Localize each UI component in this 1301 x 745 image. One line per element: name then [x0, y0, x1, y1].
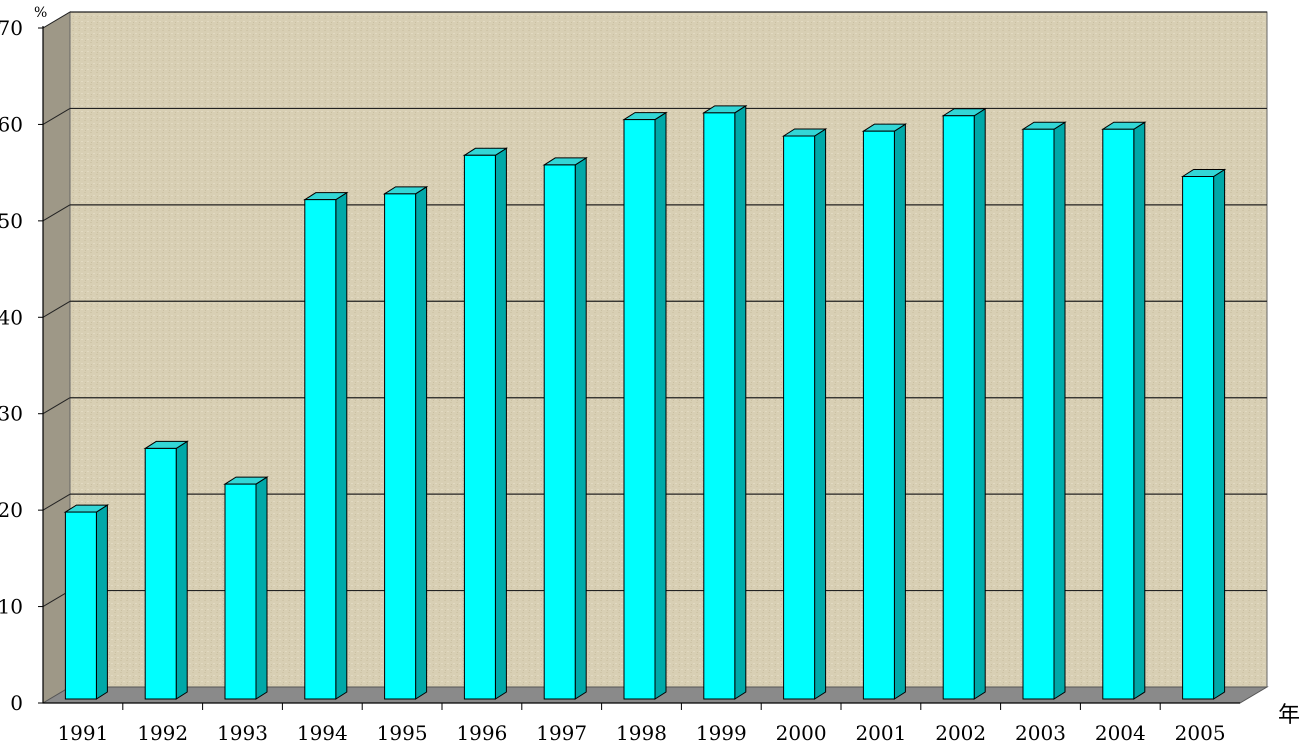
bar-front	[623, 119, 656, 700]
bar-front	[1182, 176, 1215, 700]
bar-front	[144, 447, 177, 700]
y-tick-label: 70	[0, 16, 23, 40]
gridlines	[42, 11, 1267, 608]
bar	[941, 107, 987, 700]
bar-side	[973, 107, 986, 700]
gridline-side	[42, 107, 71, 125]
bar-front	[543, 164, 576, 700]
bar	[861, 123, 908, 700]
bar	[702, 104, 748, 700]
bar	[303, 191, 349, 700]
x-tick-label: 2005	[1175, 721, 1226, 741]
y-tick-label: 0	[10, 691, 23, 715]
gridline-side	[42, 493, 71, 511]
bar-side	[574, 157, 587, 700]
bar-front	[224, 483, 257, 700]
bar-front	[463, 154, 496, 700]
bar	[462, 147, 509, 700]
x-axis-label: 年	[1278, 703, 1300, 728]
bar-front	[703, 112, 736, 700]
bar	[1180, 168, 1227, 700]
gridline-side	[42, 300, 71, 318]
bar-front	[64, 511, 97, 700]
bar-side	[1053, 121, 1066, 700]
bar	[781, 128, 828, 700]
bars	[63, 104, 1227, 700]
bar-side	[1213, 168, 1226, 700]
x-tick-label: 1992	[137, 721, 188, 741]
y-tick-label: 30	[0, 402, 23, 426]
x-tick-label: 1993	[217, 721, 268, 741]
bar-side	[415, 185, 428, 700]
x-tick-label: 2003	[1015, 721, 1066, 741]
x-tick-label: 1997	[536, 721, 587, 741]
bar-side	[814, 128, 827, 700]
bar	[143, 440, 189, 700]
bar-front	[304, 199, 337, 700]
back-wall	[69, 11, 1268, 688]
bar-side	[255, 476, 268, 700]
bar	[1101, 121, 1147, 700]
axes	[38, 26, 1240, 710]
bar-front	[942, 115, 975, 700]
y-tick-label: 40	[0, 305, 23, 329]
y-tick-label: 60	[0, 112, 23, 136]
bar	[1021, 121, 1067, 700]
x-tick-label: 2004	[1095, 721, 1146, 741]
bar-side	[175, 440, 188, 700]
gridline-side	[42, 397, 71, 415]
bar-front	[384, 193, 417, 700]
y-tick-label: 20	[0, 498, 23, 522]
plot-walls	[41, 11, 1269, 704]
x-tick-label: 2001	[855, 721, 906, 741]
x-tick-label: 1995	[377, 721, 428, 741]
bar-side	[335, 191, 348, 700]
bar-side	[1133, 121, 1146, 700]
bar-side	[95, 504, 108, 700]
x-tick-label: 2002	[935, 721, 986, 741]
bar	[223, 476, 269, 700]
bar	[63, 504, 110, 700]
y-tick-label: 10	[0, 595, 23, 619]
bar-front	[783, 135, 816, 700]
y-axis-label: %	[34, 5, 47, 21]
bar	[622, 111, 668, 700]
gridline-side	[42, 204, 71, 222]
bar-side	[494, 147, 507, 700]
x-tick-label: 1996	[456, 721, 507, 741]
x-tick-label: 1998	[616, 721, 667, 741]
bar-side	[893, 123, 906, 700]
gridline-side	[42, 11, 71, 29]
bar-side	[654, 111, 667, 700]
bar-front	[1102, 128, 1135, 700]
x-tick-label: 1999	[696, 721, 747, 741]
bar	[382, 185, 429, 700]
bar	[542, 157, 588, 700]
bar-side	[734, 104, 747, 700]
x-tick-label: 1994	[297, 721, 348, 741]
y-tick-label: 50	[0, 209, 23, 233]
bar-front	[1022, 128, 1055, 700]
x-tick-label: 1991	[57, 721, 108, 741]
x-tick-label: 2000	[776, 721, 827, 741]
bar-front	[862, 130, 895, 700]
